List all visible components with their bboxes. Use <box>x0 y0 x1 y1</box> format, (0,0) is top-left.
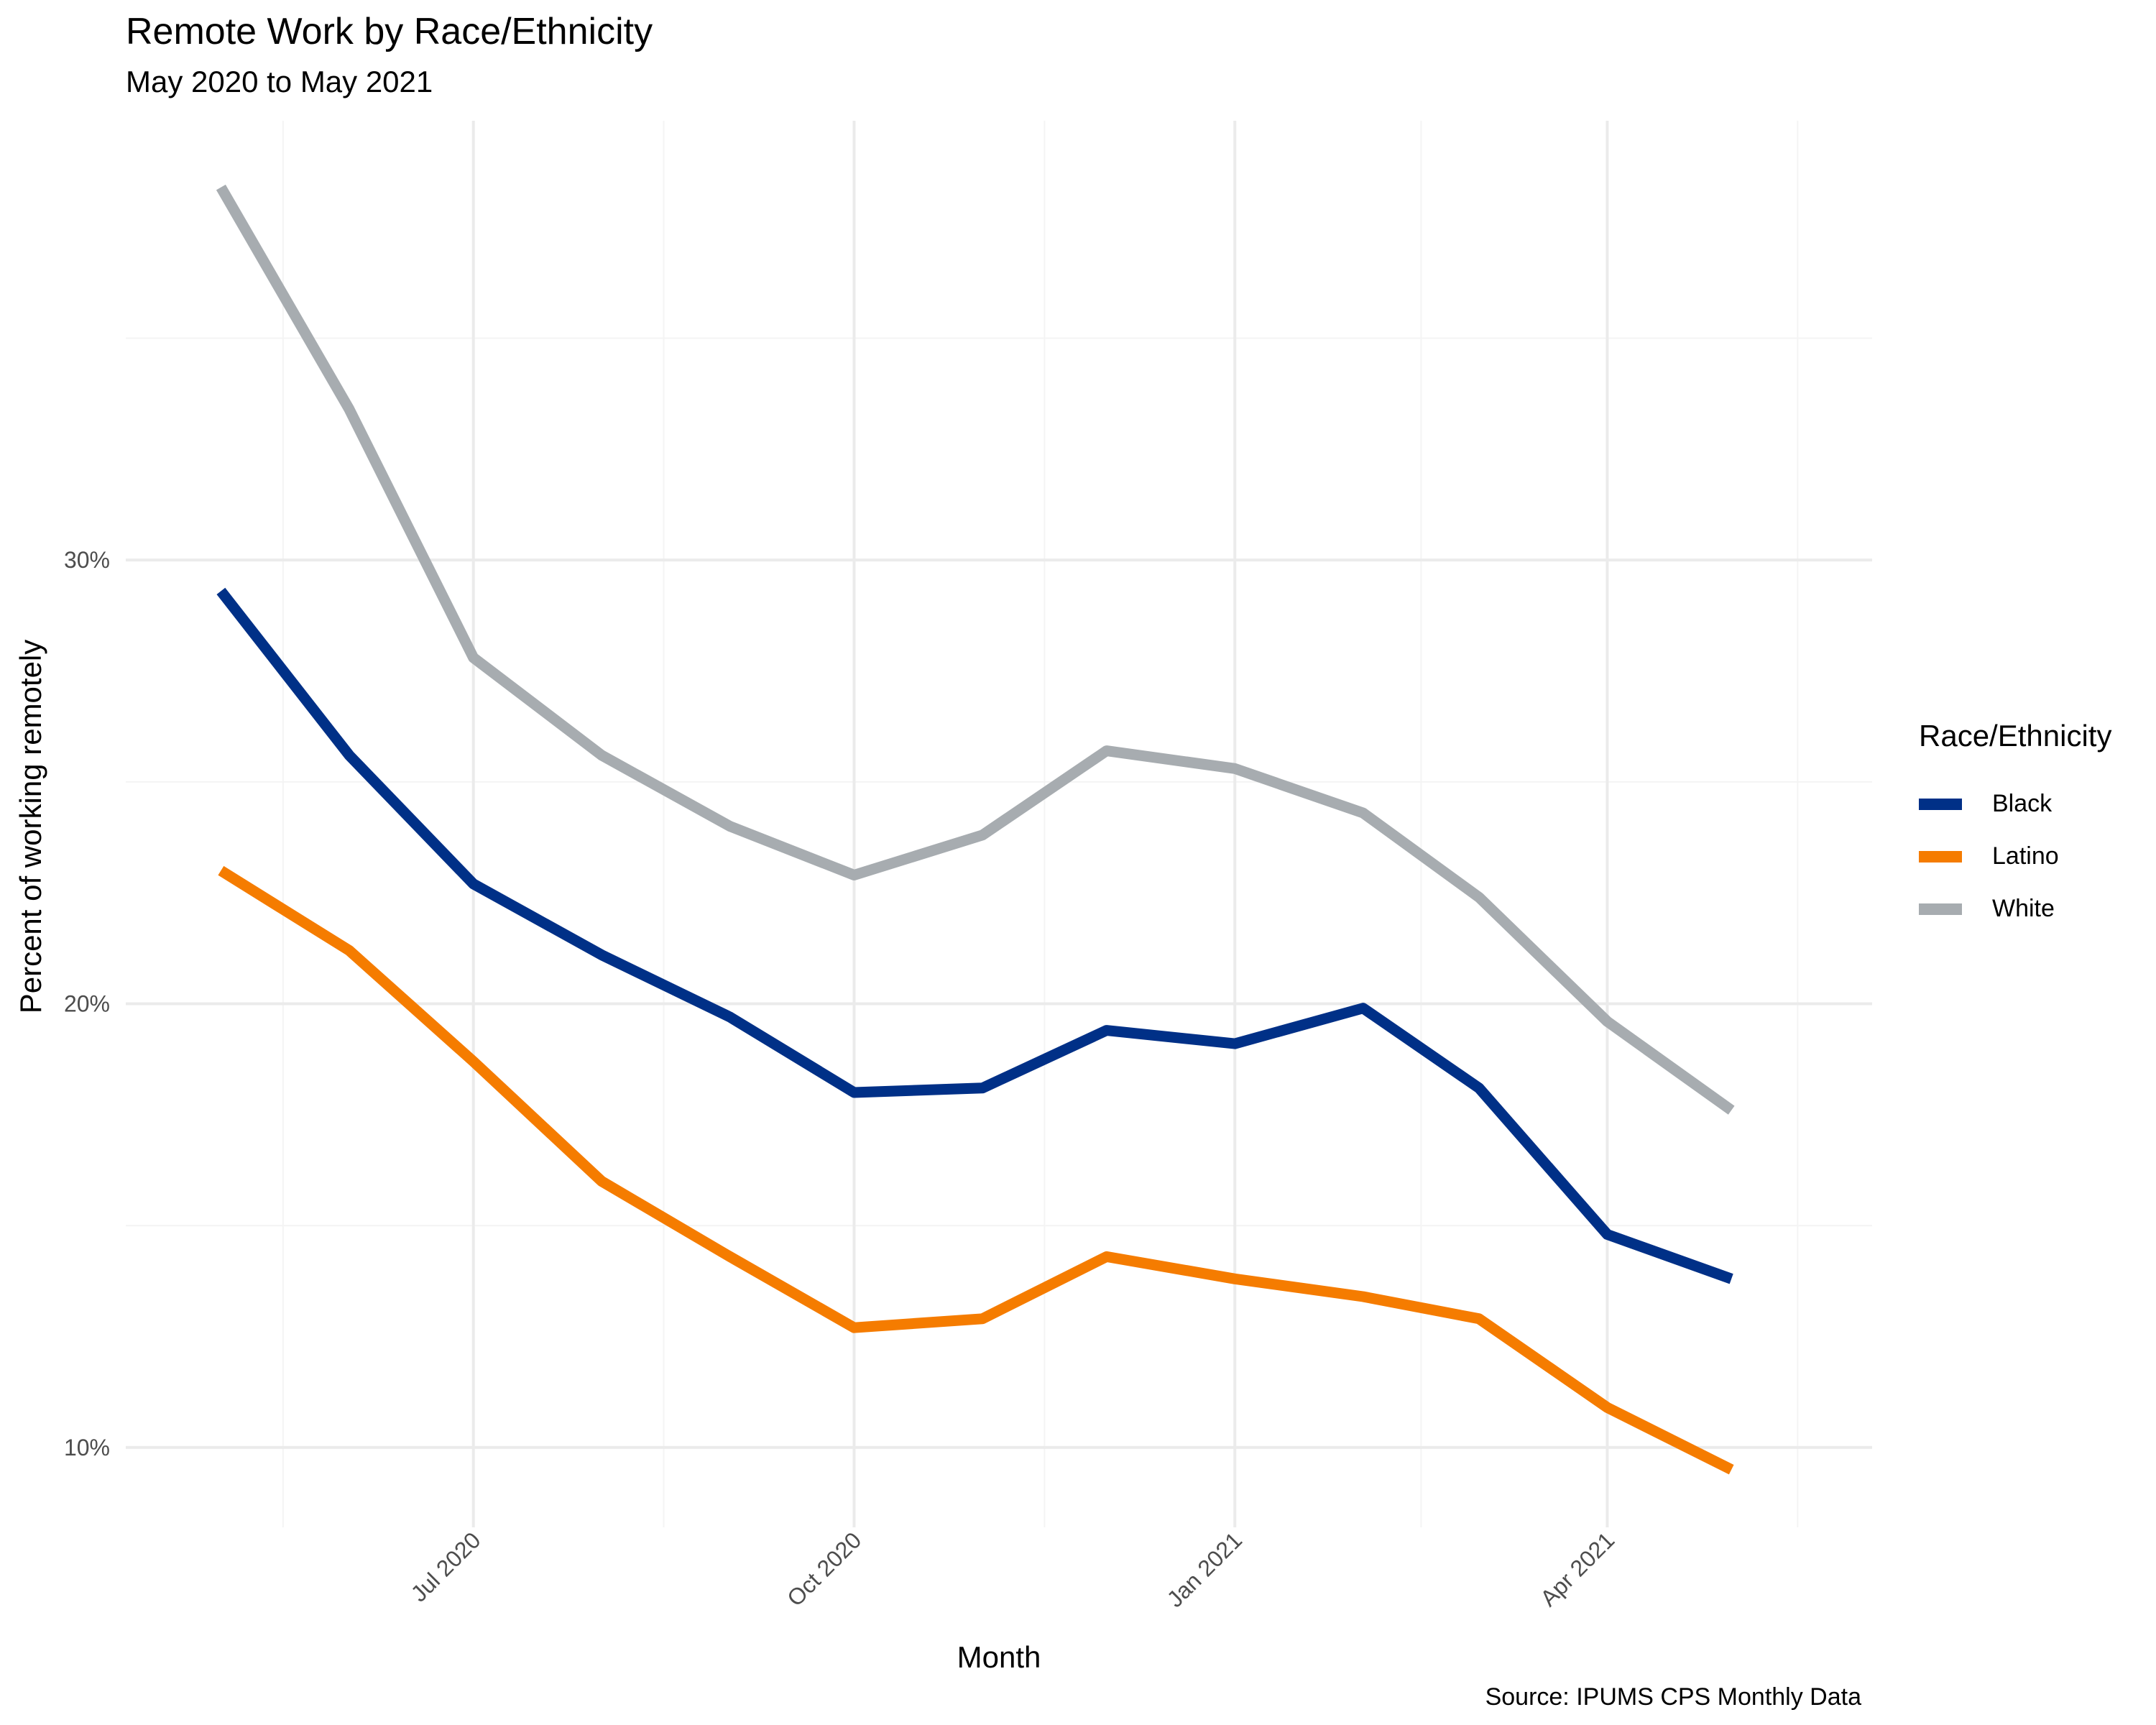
grid-major <box>126 121 1872 1527</box>
series-line-black <box>216 587 1733 1284</box>
legend-title: Race/Ethnicity <box>1919 719 2112 753</box>
legend-swatch <box>1919 903 1962 915</box>
legend-item-latino: Latino <box>1919 830 2111 883</box>
legend-label: White <box>1992 895 2055 922</box>
legend-item-white: White <box>1919 883 2111 935</box>
legend-item-black: Black <box>1919 778 2111 830</box>
x-tick-label: Apr 2021 <box>1535 1527 1619 1611</box>
chart-subtitle: May 2020 to May 2021 <box>126 65 433 98</box>
series-line-latino <box>218 865 1734 1475</box>
y-tick-label: 20% <box>64 991 110 1017</box>
legend-items: Black Latino White <box>1919 778 2111 935</box>
legend: Race/Ethnicity Black Latino White <box>1919 719 2111 935</box>
x-tick-label: Oct 2020 <box>782 1527 866 1611</box>
x-tick-label: Jul 2020 <box>406 1527 486 1606</box>
legend-swatch <box>1919 798 1962 810</box>
chart-caption: Source: IPUMS CPS Monthly Data <box>1485 1683 1861 1711</box>
series-lines <box>216 184 1735 1475</box>
legend-swatch <box>1919 850 1962 862</box>
legend-label: Latino <box>1992 842 2059 870</box>
legend-label: Black <box>1992 790 2053 817</box>
x-axis-ticks: Jul 2020 Oct 2020 Jan 2021 Apr 2021 <box>406 1527 1620 1612</box>
x-axis-title: Month <box>957 1640 1041 1674</box>
y-axis-ticks: 10% 20% 30% <box>64 547 110 1460</box>
y-tick-label: 30% <box>64 547 110 573</box>
x-tick-label: Jan 2021 <box>1162 1527 1248 1612</box>
y-axis-title: Percent of working remotely <box>14 640 47 1014</box>
grid-minor <box>126 121 1872 1527</box>
chart-title: Remote Work by Race/Ethnicity <box>126 11 653 52</box>
series-line-white <box>216 184 1735 1115</box>
y-tick-label: 10% <box>64 1435 110 1460</box>
